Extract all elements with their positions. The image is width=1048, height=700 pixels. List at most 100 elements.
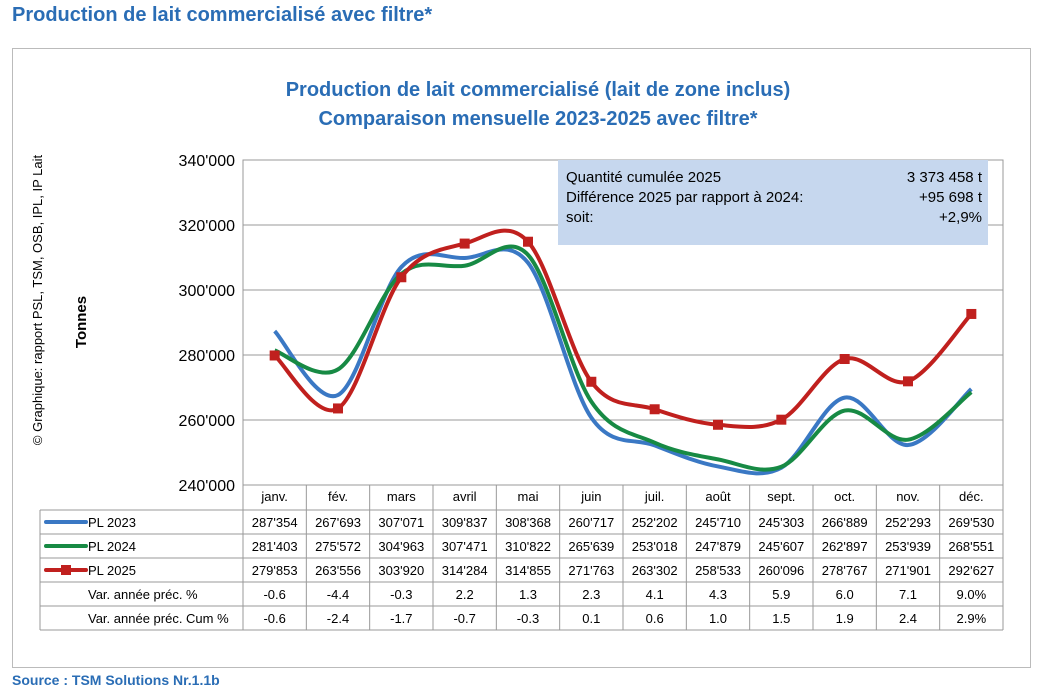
table-cell: 9.0% [957,587,987,602]
data-point [333,403,343,414]
info-value: +95 698 t [919,189,983,206]
page-title: Production de lait commercialisé avec fi… [12,4,433,26]
legend-marker [61,565,71,575]
table-cell: 245'607 [758,539,804,554]
data-point [523,236,533,247]
x-tick-label: nov. [896,489,920,504]
table-cell: -2.4 [327,611,349,626]
x-tick-label: sept. [767,489,795,504]
x-tick-label: janv. [260,489,288,504]
table-cell: 271'763 [568,563,614,578]
table-cell: 278'767 [822,563,868,578]
table-cell: 292'627 [948,563,994,578]
x-tick-label: mars [387,489,416,504]
y-tick-label: 340'000 [179,153,236,170]
table-cell: 281'403 [252,539,298,554]
data-point [966,308,977,319]
x-tick-label: mai [518,489,539,504]
table-cell: 267'693 [315,515,361,530]
y-tick-label: 320'000 [179,218,236,235]
table-cell: -0.6 [263,587,285,602]
table-cell: 310'822 [505,539,551,554]
table-cell: 307'071 [378,515,424,530]
source-note: Source : TSM Solutions Nr.1.1b [12,672,220,688]
row-label: Var. année préc. Cum % [88,611,229,626]
table-cell: 303'920 [378,563,424,578]
series-line-pl-2024 [273,244,973,472]
table-cell: 1.3 [519,587,537,602]
table-cell: 265'639 [568,539,614,554]
table-cell: -0.3 [390,587,412,602]
table-cell: 2.9% [957,611,987,626]
data-point [396,272,407,283]
table-cell: 304'963 [378,539,424,554]
data-point [269,350,280,361]
y-tick-label: 280'000 [179,348,236,365]
info-value: +2,9% [939,209,982,226]
info-label: Quantité cumulée 2025 [566,169,721,186]
table-cell: 4.3 [709,587,727,602]
table-cell: 266'889 [822,515,868,530]
table-cell: 5.9 [772,587,790,602]
x-tick-label: avril [453,489,477,504]
chart-title: Comparaison mensuelle 2023-2025 avec fil… [318,108,757,130]
y-tick-label: 300'000 [179,283,236,300]
table-cell: 245'303 [758,515,804,530]
table-cell: 268'551 [948,539,994,554]
table-cell: 309'837 [442,515,488,530]
table-cell: -4.4 [327,587,349,602]
table-cell: 308'368 [505,515,551,530]
row-label: Var. année préc. % [88,587,198,602]
table-cell: 263'556 [315,563,361,578]
table-cell: 275'572 [315,539,361,554]
table-cell: 307'471 [442,539,488,554]
data-point [459,238,470,249]
data-point [649,404,660,415]
table-cell: -0.7 [453,611,475,626]
table-cell: 1.9 [836,611,854,626]
legend-label: PL 2025 [88,563,136,578]
table-cell: 262'897 [822,539,868,554]
info-box [558,160,988,245]
table-cell: 4.1 [646,587,664,602]
table-cell: 253'018 [632,539,678,554]
y-tick-label: 260'000 [179,413,236,430]
table-cell: 252'293 [885,515,931,530]
table-cell: 1.0 [709,611,727,626]
table-cell: 6.0 [836,587,854,602]
table-cell: 0.6 [646,611,664,626]
table-cell: 271'901 [885,563,931,578]
table-cell: 7.1 [899,587,917,602]
legend-label: PL 2023 [88,515,136,530]
table-cell: 2.3 [582,587,600,602]
x-tick-label: juil. [644,489,665,504]
data-point [586,376,597,387]
table-cell: 247'879 [695,539,741,554]
data-point [713,419,723,430]
x-tick-label: déc. [959,489,984,504]
x-tick-label: oct. [834,489,855,504]
table-cell: 1.5 [772,611,790,626]
table-cell: -1.7 [390,611,412,626]
table-cell: 260'096 [758,563,804,578]
table-cell: 314'284 [442,563,488,578]
table-cell: 252'202 [632,515,678,530]
table-cell: 245'710 [695,515,741,530]
table-cell: 279'853 [252,563,298,578]
y-tick-label: 240'000 [179,478,236,495]
table-cell: 258'533 [695,563,741,578]
data-point [839,354,850,365]
data-point [903,376,913,387]
table-cell: 260'717 [568,515,614,530]
chart-frame [12,48,1031,668]
table-cell: 2.2 [456,587,474,602]
data-point [776,414,787,425]
table-cell: 263'302 [632,563,678,578]
table-cell: 253'939 [885,539,931,554]
x-tick-label: fév. [328,489,348,504]
table-cell: -0.3 [517,611,539,626]
x-tick-label: juin [580,489,601,504]
chart-title: Production de lait commercialisé (lait d… [286,79,791,101]
table-cell: 0.1 [582,611,600,626]
